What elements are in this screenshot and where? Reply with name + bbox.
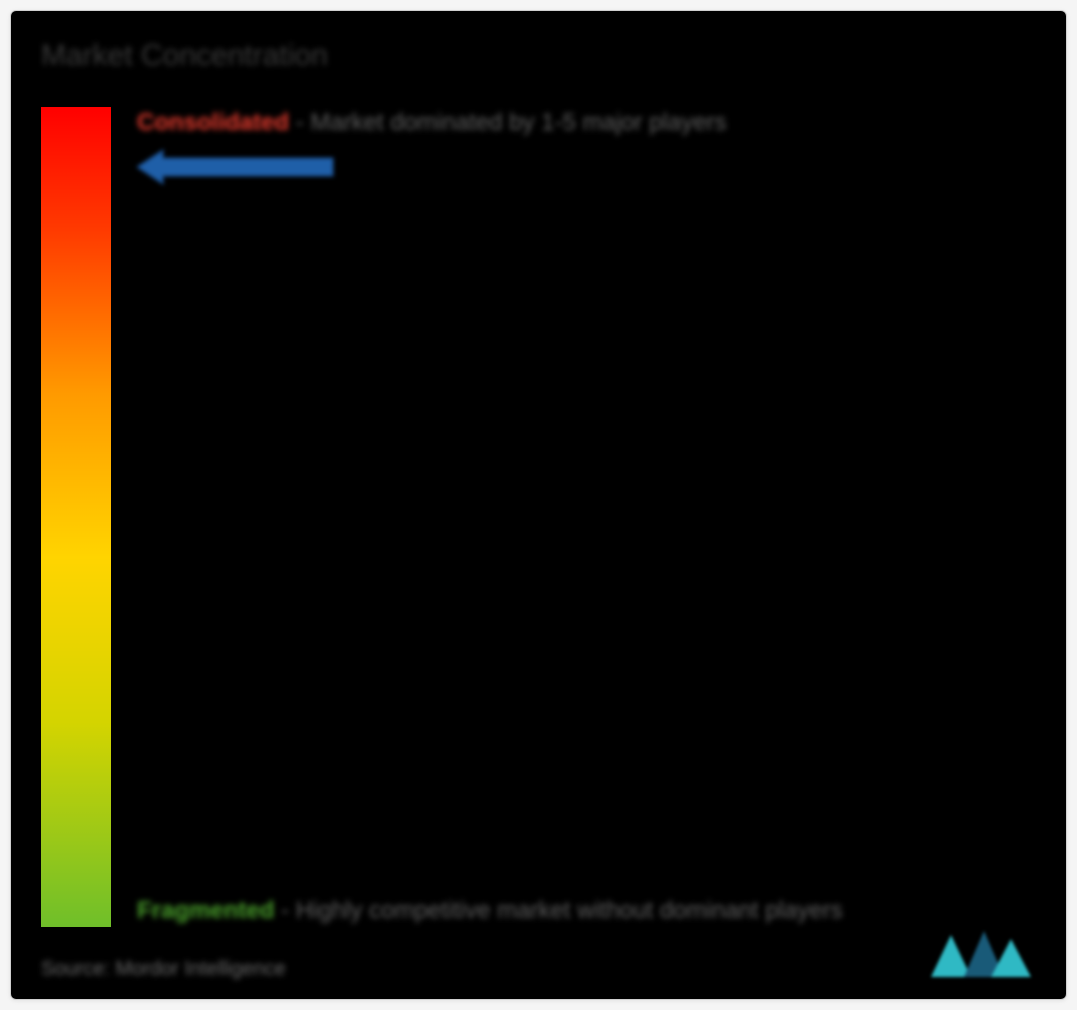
footer-row: Source: Mordor Intelligence <box>41 927 1036 981</box>
fragmented-tail: - Highly competitive market without domi… <box>281 897 843 924</box>
fragmented-label-row: Fragmented - Highly competitive market w… <box>137 895 1036 927</box>
concentration-card: Market Concentration Consolidated - M <box>10 10 1067 1000</box>
concentration-scale-bar <box>41 107 111 927</box>
chart-title: Market Concentration <box>41 39 1036 73</box>
consolidated-tail: - Market dominated by 1-5 major players <box>296 109 727 136</box>
fragmented-head: Fragmented <box>137 897 274 924</box>
source-text: Source: Mordor Intelligence <box>41 958 286 981</box>
brand-logo-icon <box>926 927 1036 981</box>
fragmented-block: Fragmented - Highly competitive market w… <box>137 895 1036 927</box>
pointer-arrow-icon <box>137 147 337 187</box>
consolidated-label-row: Consolidated - Market dominated by 1-5 m… <box>137 107 1036 139</box>
content-row: Consolidated - Market dominated by 1-5 m… <box>41 107 1036 927</box>
consolidated-block: Consolidated - Market dominated by 1-5 m… <box>137 107 1036 192</box>
consolidated-head: Consolidated <box>137 109 289 136</box>
labels-column: Consolidated - Market dominated by 1-5 m… <box>137 107 1036 927</box>
